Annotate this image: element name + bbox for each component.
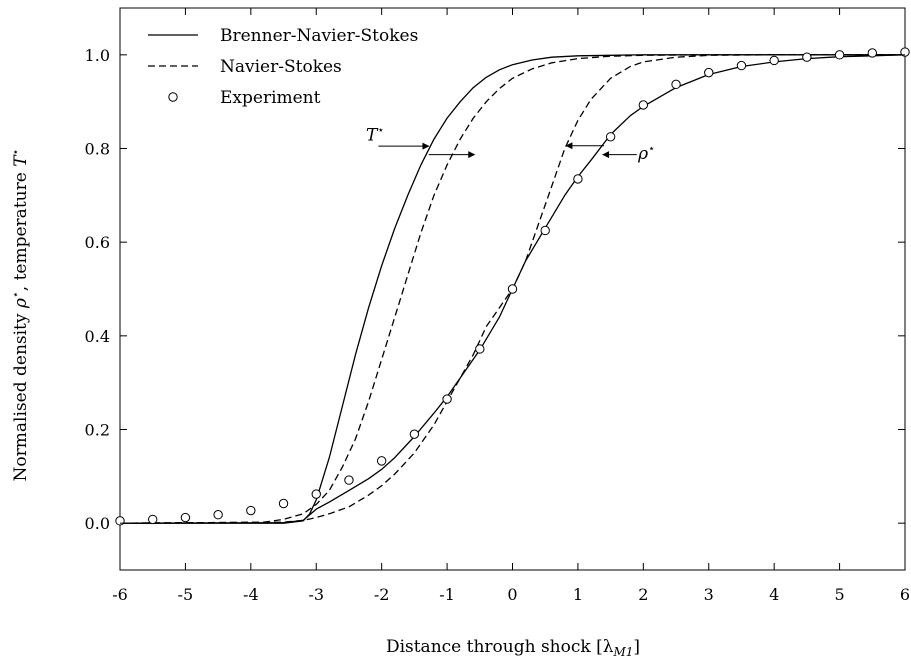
x-tick-label: 2: [638, 585, 648, 604]
y-tick-label: 0.8: [85, 140, 110, 159]
y-tick-label: 0.2: [85, 421, 110, 440]
experiment-point: [344, 475, 354, 485]
x-tick-label: -2: [374, 585, 390, 604]
y-tick-label: 1.0: [85, 46, 110, 65]
experiment-point: [638, 100, 649, 110]
navier-stokes-density-line: [119, 54, 905, 524]
x-tick-label: 3: [704, 585, 714, 604]
brenner-navier-stokes-temperature-line: [120, 54, 905, 524]
experiment-point: [704, 67, 714, 78]
experiment-point: [442, 394, 452, 404]
x-tick-label: -5: [178, 585, 194, 604]
experiment-point: [540, 225, 550, 236]
experiment-point: [409, 429, 420, 439]
experiment-point: [475, 344, 485, 354]
experiment-point: [671, 79, 681, 90]
legend: Brenner-Navier-Stokes Navier-Stokes Experi…: [148, 26, 418, 108]
legend-label: Brenner-Navier-Stokes: [220, 26, 418, 46]
experiment-point: [573, 174, 583, 184]
legend-label: Experiment: [220, 88, 321, 108]
x-tick-label: 1: [573, 585, 583, 604]
experiment-point: [834, 50, 845, 60]
x-tick-label: -6: [112, 585, 128, 604]
x-tick-label: -4: [243, 585, 259, 604]
legend-marker-circle: [168, 92, 178, 102]
experiment-point: [376, 456, 387, 466]
annotation-label: T⋆: [366, 123, 384, 145]
navier-stokes-temperature-line: [119, 54, 905, 524]
x-tick-label: 6: [900, 585, 910, 604]
experiment-point: [213, 510, 223, 520]
legend-label: Navier-Stokes: [220, 57, 342, 77]
y-tick-label: 0.0: [85, 514, 110, 533]
annotations: T⋆ ρ⋆: [366, 123, 655, 164]
experiment-point: [736, 60, 747, 71]
y-axis-label: Normalised density ρ⋆, temperature T⋆: [9, 149, 31, 482]
experiment-point: [867, 48, 877, 58]
experiment-point: [605, 132, 616, 142]
x-axis-label: Distance through shock [λM1]: [386, 637, 640, 659]
annotation-label: ρ⋆: [637, 142, 655, 164]
y-tick-label: 0.6: [85, 233, 110, 252]
experiment-point: [900, 47, 910, 57]
experiment-point: [180, 512, 191, 523]
x-tick-label: 0: [507, 585, 517, 604]
experiment-point: [148, 514, 158, 525]
y-tick-label: 0.4: [85, 327, 110, 346]
x-tick-label: 4: [769, 585, 779, 604]
x-tick-label: -1: [439, 585, 455, 604]
experiment-point: [246, 505, 256, 516]
experiment-point: [311, 489, 321, 499]
experiment-point: [769, 55, 779, 66]
x-tick-label: -3: [308, 585, 324, 604]
experiment-point: [115, 516, 125, 526]
experiment-point: [802, 52, 812, 62]
x-tick-label: 5: [834, 585, 844, 604]
axis-ticks: -6 -5 -4 -3 -2 -1 0 1 2 3 4 5 6 0.0 0.2 0.4 0.6 0.8 1.0: [85, 8, 910, 604]
experiment-point: [278, 498, 289, 509]
experiment-point: [507, 284, 518, 294]
